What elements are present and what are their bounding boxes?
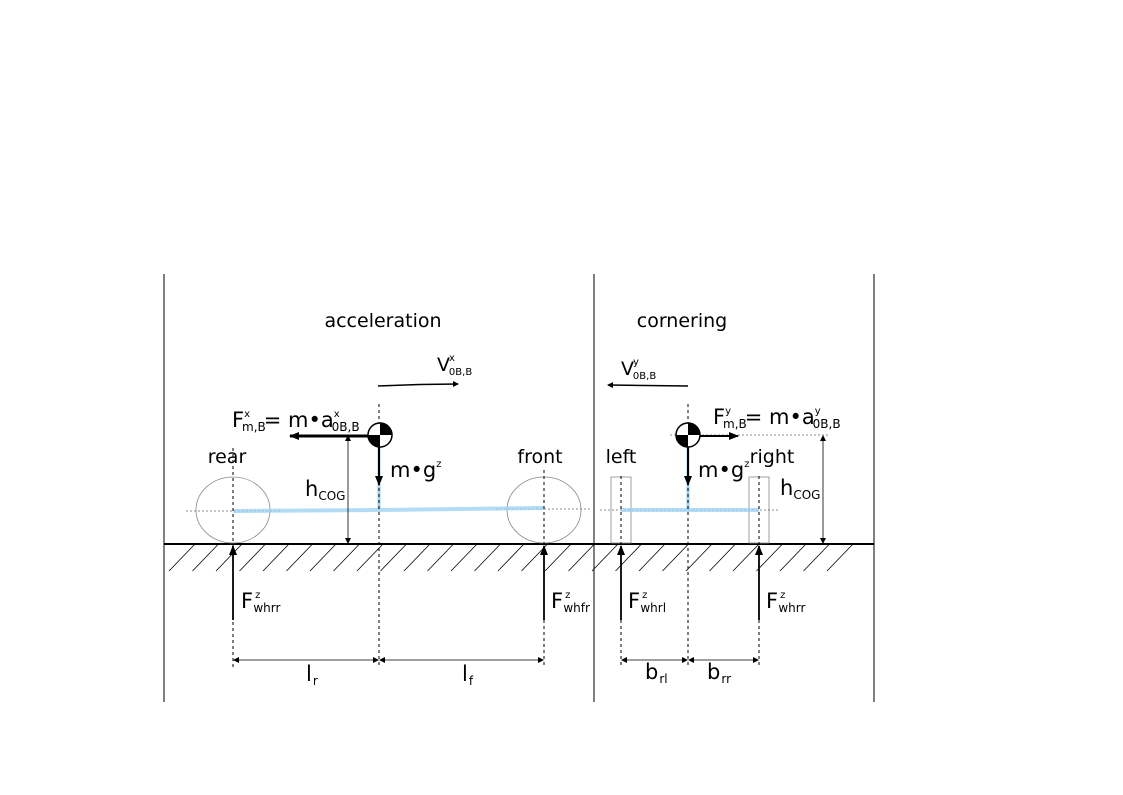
hatch-line xyxy=(403,543,431,572)
height-label-cornering: hCOG xyxy=(780,476,820,502)
hatch-line xyxy=(544,543,572,572)
center-of-gravity-icon xyxy=(675,422,701,448)
hatch-line xyxy=(427,543,454,572)
height-label: hCOG xyxy=(305,477,345,503)
hatch-line xyxy=(450,543,478,572)
hatch-line xyxy=(615,543,642,572)
hatch-line xyxy=(779,543,807,572)
hatch-line xyxy=(803,543,830,572)
hatch-line xyxy=(168,543,196,572)
center-of-gravity-icon xyxy=(367,422,393,448)
hatch-line xyxy=(568,543,595,572)
hatch-line xyxy=(709,543,736,572)
hatch-line xyxy=(662,543,689,572)
hatch-line xyxy=(638,543,666,572)
hatch-line xyxy=(591,543,619,572)
velocity-x-arrow xyxy=(377,381,459,388)
gravity-label-cornering: m•gz xyxy=(698,458,749,482)
right-label: right xyxy=(750,446,795,468)
velocity-x-label: Vx 0B,B xyxy=(437,353,472,378)
hatch-line xyxy=(756,543,783,572)
left-label: left xyxy=(606,446,637,468)
left-track-label: brl xyxy=(645,660,668,686)
hatch-line xyxy=(732,543,760,572)
inertia-x-label: Fx m,B= m•ax 0B,B xyxy=(232,408,360,434)
inertia-y-label: Fy m,B= m•ay 0B,B xyxy=(713,405,841,431)
hatch-line xyxy=(262,543,290,572)
rear-label: rear xyxy=(208,446,247,468)
cornering-panel: cornering Vy 0B,B left right Fy m,B= m•ay 0… xyxy=(600,310,841,686)
ground-hatching xyxy=(168,543,854,572)
right-track-label: brr xyxy=(707,660,731,686)
chassis-beam xyxy=(232,506,545,513)
hatch-line xyxy=(286,543,313,572)
hatch-line xyxy=(380,543,407,572)
acceleration-title: acceleration xyxy=(324,310,441,332)
gravity-label: m•gz xyxy=(390,458,441,482)
hatch-line xyxy=(826,543,854,572)
hatch-line xyxy=(497,543,525,572)
hatch-line xyxy=(685,543,713,572)
hatch-line xyxy=(309,543,337,572)
acceleration-panel: acceleration Vx 0B,B rear front Fx m,B= m•… xyxy=(186,310,592,688)
front-label: front xyxy=(517,446,562,468)
hatch-line xyxy=(215,543,243,572)
hatch-line xyxy=(239,543,266,572)
rear-dimension-label: lr xyxy=(306,662,318,688)
velocity-y-arrow xyxy=(607,382,689,389)
hatch-line xyxy=(474,543,501,572)
cornering-title: cornering xyxy=(637,310,727,332)
hatch-line xyxy=(192,543,219,572)
hatch-line xyxy=(333,543,360,572)
velocity-y-label: Vy 0B,B xyxy=(621,357,656,382)
front-dimension-label: lf xyxy=(462,662,474,688)
